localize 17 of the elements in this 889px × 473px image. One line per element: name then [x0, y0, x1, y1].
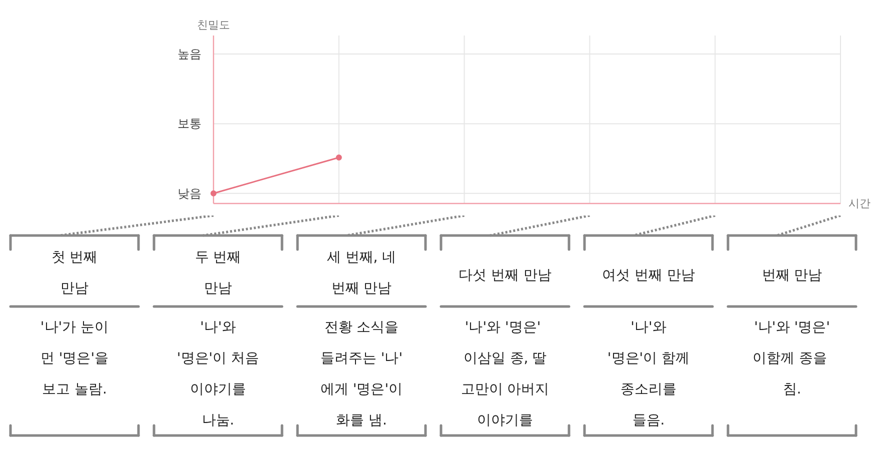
text: 보통 [178, 116, 202, 131]
text: 두 번째 만남 [194, 250, 242, 296]
text: 첫 번째 만남 [51, 250, 98, 296]
text: 높음 [178, 46, 202, 61]
text: '나'가 눈이 먼 '명은'을 보고 놀람. [40, 320, 109, 398]
text: 여섯 번째 만남 [602, 268, 695, 284]
text: 낮음 [178, 186, 202, 200]
text: 친밀도 [197, 18, 230, 32]
x-axis-title: 시간 [848, 197, 870, 210]
text: 세 번째, 네 번째 만남 [326, 250, 396, 296]
text: 번째 만남 [762, 268, 822, 284]
text: '나'와 '명은'이 함께 종소리를 들음. [607, 320, 690, 428]
text: 전황 소식을 들려주는 '나' 에게 '명은'이 화를 냄. [320, 320, 403, 428]
text: '나'와 '명은' 이함께 종을 침. [752, 320, 830, 398]
text: '나'와 '명은' 이삼일 종, 딸 고만이 아버지 이야기를 [460, 320, 550, 428]
text: '나'와 '명은'이 처음 이야기를 나눔. [176, 320, 260, 428]
text: 다섯 번째 만남 [458, 268, 552, 284]
